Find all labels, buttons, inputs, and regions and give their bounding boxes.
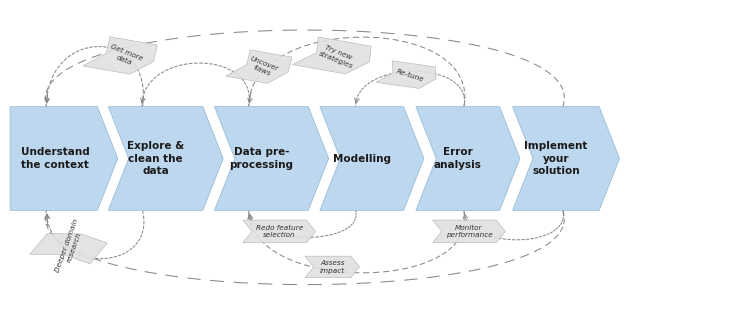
Polygon shape bbox=[10, 107, 118, 210]
Polygon shape bbox=[416, 107, 520, 210]
Polygon shape bbox=[512, 107, 620, 210]
Text: Monitor
performance: Monitor performance bbox=[445, 225, 492, 238]
Polygon shape bbox=[243, 220, 315, 243]
Polygon shape bbox=[82, 37, 157, 74]
Text: Deeper domain
research: Deeper domain research bbox=[55, 218, 86, 275]
Text: Assess
impact: Assess impact bbox=[320, 260, 345, 274]
Text: Error
analysis: Error analysis bbox=[434, 147, 482, 170]
Polygon shape bbox=[320, 107, 424, 210]
Polygon shape bbox=[215, 107, 328, 210]
Text: Get more
data: Get more data bbox=[107, 44, 143, 69]
Text: Try new
strategies: Try new strategies bbox=[318, 43, 357, 69]
Polygon shape bbox=[433, 220, 505, 243]
Text: Modelling: Modelling bbox=[333, 153, 391, 164]
Text: Understand
the context: Understand the context bbox=[21, 147, 90, 170]
Text: Explore &
clean the
data: Explore & clean the data bbox=[127, 141, 184, 176]
Text: Re-tune: Re-tune bbox=[396, 68, 425, 82]
Text: Redo feature
selection: Redo feature selection bbox=[255, 225, 303, 238]
Text: Uncover
flaws: Uncover flaws bbox=[247, 55, 280, 79]
Text: Implement
your
solution: Implement your solution bbox=[524, 141, 588, 176]
Polygon shape bbox=[30, 234, 107, 264]
Polygon shape bbox=[376, 61, 436, 88]
Polygon shape bbox=[293, 37, 371, 74]
Text: Data pre-
processing: Data pre- processing bbox=[229, 147, 293, 170]
Polygon shape bbox=[226, 50, 292, 83]
Polygon shape bbox=[305, 256, 360, 278]
Polygon shape bbox=[108, 107, 223, 210]
